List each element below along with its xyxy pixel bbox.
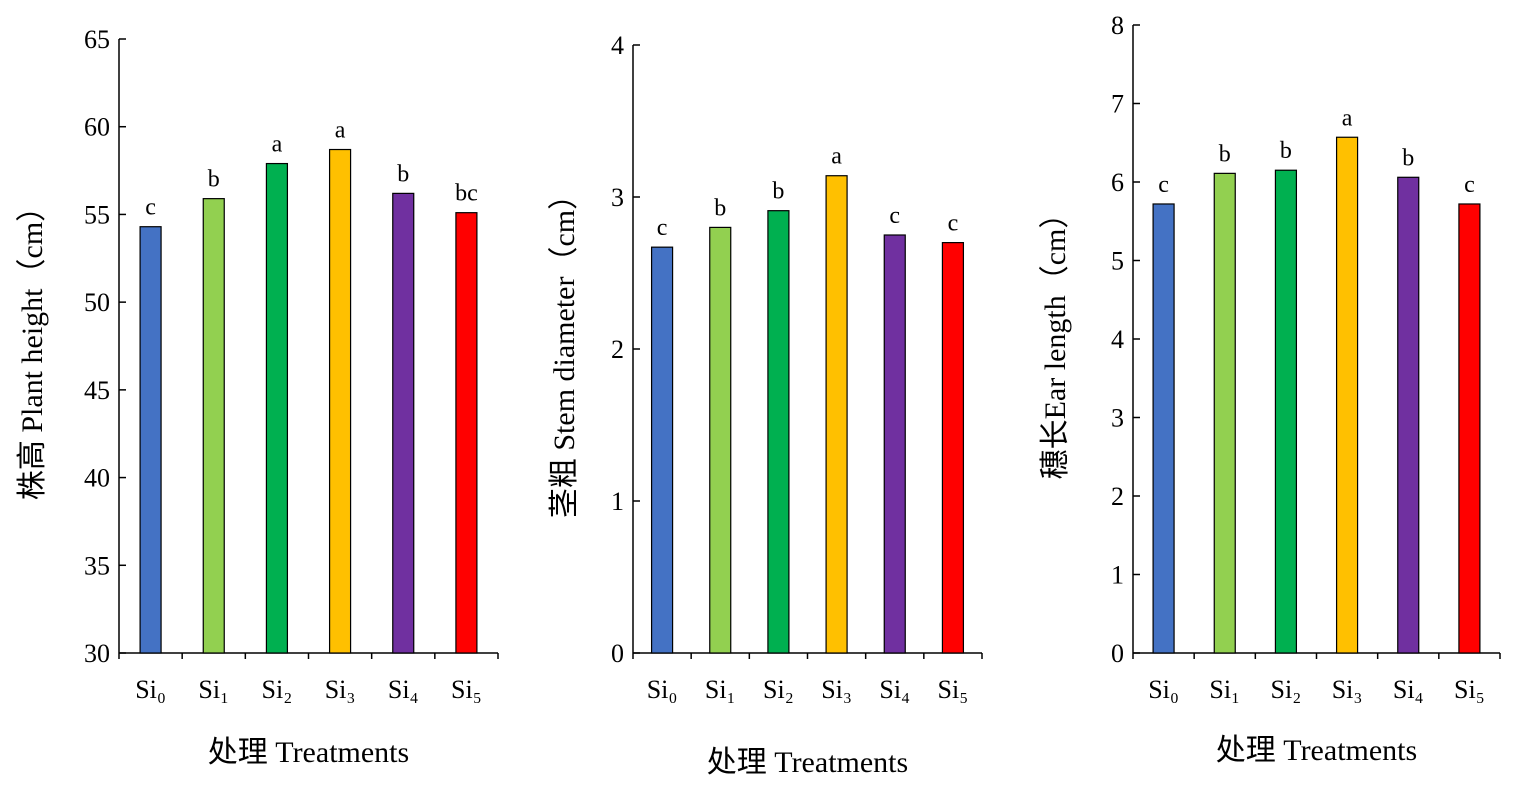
y-tick-label: 30 [84, 639, 110, 668]
significance-letter: c [145, 195, 156, 221]
y-tick-label: 8 [1111, 11, 1124, 40]
x-category-label: Si₀ [1148, 675, 1179, 704]
bar-plant-height-3 [328, 148, 352, 654]
y-tick-label: 5 [1111, 247, 1124, 276]
significance-letter: b [397, 161, 409, 187]
x-category-label: Si₃ [1332, 675, 1363, 704]
x-category-label: Si₅ [451, 675, 482, 704]
x-category-label: Si₅ [938, 675, 969, 704]
x-category-label: Si₃ [325, 675, 356, 704]
bar-stem-diameter-5 [941, 242, 965, 654]
bar-ear-length-3 [1335, 136, 1359, 654]
y-tick-label: 4 [611, 31, 624, 60]
x-category-label: Si₁ [705, 675, 736, 704]
y-tick-label: 55 [84, 200, 110, 229]
bar-stem-diameter-0 [650, 246, 674, 654]
y-tick-label: 3 [611, 183, 624, 212]
bar-stem-diameter-1 [709, 226, 732, 654]
x-category-label: Si₅ [1454, 675, 1485, 704]
y-tick-label: 3 [1111, 404, 1124, 433]
significance-letter: c [1464, 172, 1475, 198]
y-tick-label: 65 [84, 25, 110, 54]
bar-plant-height-0 [139, 226, 162, 654]
x-category-label: Si₂ [262, 675, 293, 704]
significance-letter: b [1280, 138, 1292, 164]
x-category-label: Si₀ [647, 675, 678, 704]
x-category-label: Si₄ [1393, 675, 1424, 704]
bar-plant-height-5 [455, 212, 478, 654]
significance-letter: a [1342, 105, 1353, 131]
significance-letter: c [889, 203, 900, 229]
y-tick-label: 60 [84, 113, 110, 142]
bar-plant-height-2 [265, 162, 289, 654]
significance-letter: bc [455, 181, 478, 207]
significance-letter: b [1402, 145, 1414, 171]
bar-ear-length-4 [1397, 176, 1420, 654]
y-axis-title: 穗长Ear length（cm） [1039, 199, 1072, 480]
x-category-label: Si₀ [135, 675, 166, 704]
x-axis-title: 处理 Treatments [208, 736, 409, 769]
x-category-label: Si₂ [763, 675, 794, 704]
x-axis-title: 处理 Treatments [707, 746, 908, 779]
significance-letter: b [1219, 141, 1231, 167]
y-tick-label: 50 [84, 288, 110, 317]
bar-stem-diameter-4 [883, 234, 906, 654]
y-tick-label: 1 [1111, 561, 1124, 590]
significance-letter: b [772, 179, 784, 205]
y-tick-label: 2 [611, 335, 624, 364]
bar-ear-length-2 [1274, 169, 1298, 654]
y-tick-label: 0 [1111, 639, 1124, 668]
x-category-label: Si₃ [821, 675, 852, 704]
y-axis-title: 茎粗 Stem diameter（cm） [548, 180, 581, 518]
y-tick-label: 6 [1111, 168, 1124, 197]
bar-stem-diameter-3 [825, 175, 848, 654]
y-tick-label: 45 [84, 376, 110, 405]
bar-ear-length-0 [1152, 203, 1175, 654]
chart-plant-height: 30 35 40 45 50 55 60 65 c Si₀ b Si₁ a Si₂ a Si₃ b Si₄ bc Si… [16, 25, 499, 769]
y-tick-label: 1 [611, 487, 624, 516]
chart-stem-diameter: 0 1 2 3 4 c Si₀ b Si₁ b Si₂ a Si₃ c Si₄ c Si₅ 处理 Treatmen… [548, 31, 983, 779]
bar-ear-length-1 [1213, 172, 1236, 654]
bar-stem-diameter-2 [767, 210, 790, 654]
x-category-label: Si₁ [198, 675, 229, 704]
significance-letter: b [714, 195, 726, 221]
chart-ear-length: 0 1 2 3 4 5 6 7 8 c Si₀ b Si₁ b Si₂ a Si₃ b Si₄ c Si₅ 处理 Trea… [1039, 11, 1501, 767]
y-tick-label: 4 [1111, 325, 1124, 354]
y-tick-label: 2 [1111, 482, 1124, 511]
y-tick-label: 0 [611, 639, 624, 668]
y-tick-label: 7 [1111, 90, 1124, 119]
significance-letter: a [831, 144, 842, 170]
x-category-label: Si₂ [1271, 675, 1302, 704]
significance-letter: b [208, 167, 220, 193]
bar-plant-height-1 [202, 198, 225, 654]
bar-plant-height-4 [392, 192, 415, 654]
y-tick-label: 40 [84, 464, 110, 493]
x-axis-title: 处理 Treatments [1216, 734, 1417, 767]
bar-ear-length-5 [1458, 203, 1481, 654]
x-category-label: Si₄ [879, 675, 910, 704]
significance-letter: c [948, 211, 959, 237]
y-tick-label: 35 [84, 551, 110, 580]
y-axis-title: 株高 Plant height（cm） [16, 192, 49, 500]
significance-letter: a [335, 118, 346, 144]
significance-letter: a [272, 132, 283, 158]
x-category-label: Si₄ [388, 675, 419, 704]
significance-letter: c [1158, 172, 1169, 198]
x-category-label: Si₁ [1209, 675, 1240, 704]
significance-letter: c [657, 215, 668, 241]
